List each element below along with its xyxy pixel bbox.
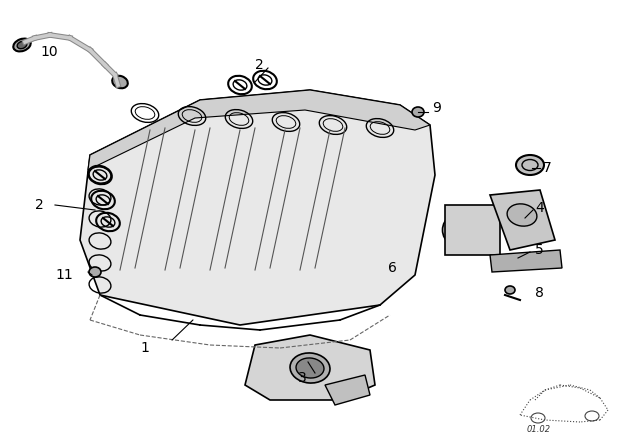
Text: 9: 9 xyxy=(432,101,441,115)
Ellipse shape xyxy=(13,39,31,52)
Ellipse shape xyxy=(89,267,101,277)
Ellipse shape xyxy=(442,209,497,251)
Text: 4: 4 xyxy=(535,201,544,215)
Text: 2: 2 xyxy=(35,198,44,212)
Text: 11: 11 xyxy=(55,268,73,282)
Text: 01.02: 01.02 xyxy=(527,425,551,434)
Polygon shape xyxy=(445,205,500,255)
Text: 1: 1 xyxy=(140,341,149,355)
Polygon shape xyxy=(325,375,370,405)
Ellipse shape xyxy=(516,155,544,175)
Ellipse shape xyxy=(290,353,330,383)
Text: 5: 5 xyxy=(535,243,544,257)
Polygon shape xyxy=(88,90,430,170)
Ellipse shape xyxy=(112,76,128,88)
Text: 3: 3 xyxy=(298,371,307,385)
Text: 6: 6 xyxy=(388,261,397,275)
Polygon shape xyxy=(490,190,555,250)
Polygon shape xyxy=(490,250,562,272)
Text: 2: 2 xyxy=(255,58,264,72)
Ellipse shape xyxy=(412,107,424,117)
Polygon shape xyxy=(80,90,435,325)
Ellipse shape xyxy=(505,286,515,294)
Text: 7: 7 xyxy=(543,161,552,175)
Text: 8: 8 xyxy=(535,286,544,300)
Text: 10: 10 xyxy=(40,45,58,59)
Polygon shape xyxy=(245,335,375,400)
Ellipse shape xyxy=(507,204,537,226)
Ellipse shape xyxy=(296,358,324,378)
Ellipse shape xyxy=(17,41,27,49)
